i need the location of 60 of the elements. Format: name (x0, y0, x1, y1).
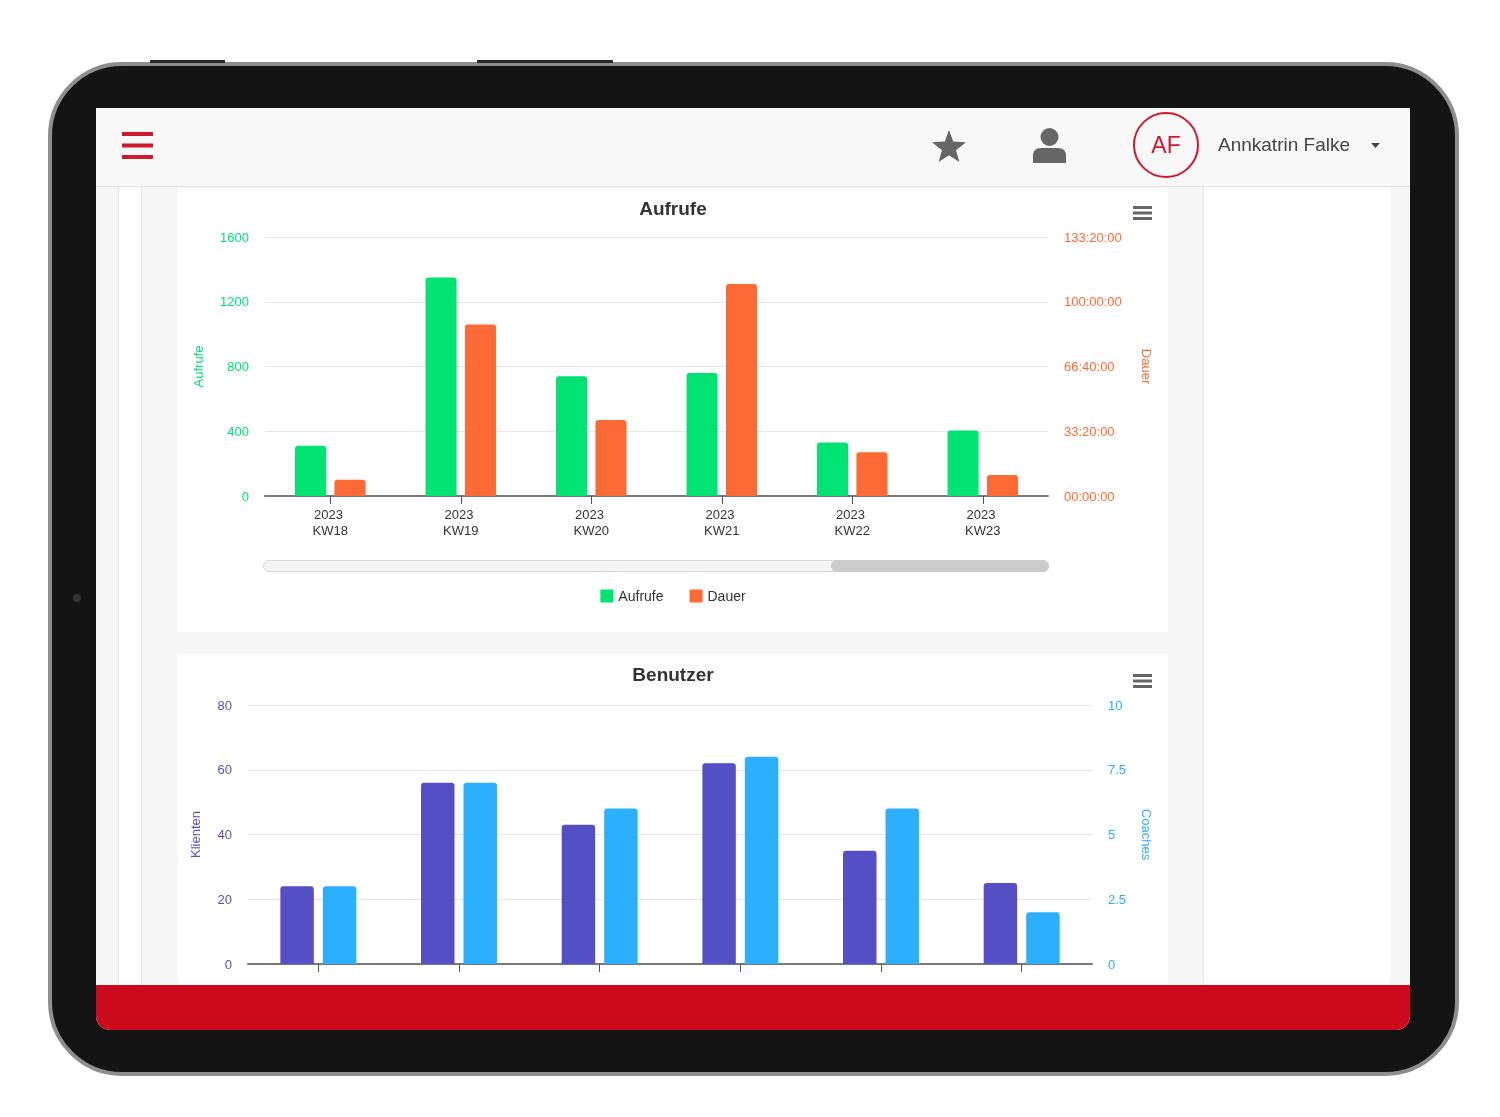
bar (947, 430, 979, 496)
y-tick-label: 20 (217, 891, 232, 907)
y2-tick-label: 66:40:00 (1064, 359, 1115, 374)
y-tick-label: 1600 (220, 229, 249, 245)
legend-label: Aufrufe (618, 588, 664, 604)
bar (1026, 912, 1060, 964)
bar (983, 883, 1018, 964)
x-tick-label: 2023 KW19 (443, 506, 479, 538)
bar (561, 824, 596, 964)
y-tick-label: 40 (217, 827, 232, 842)
bar (856, 452, 888, 496)
bar (463, 782, 497, 964)
y-tick-label: 0 (241, 488, 249, 504)
bar (817, 442, 849, 496)
chart-title: Benutzer (632, 664, 715, 685)
y-tick-label: 800 (227, 359, 249, 374)
y-tick-label: 0 (224, 956, 232, 972)
y2-tick-label: 2.5 (1108, 891, 1127, 907)
bar (556, 376, 588, 496)
bar (604, 808, 638, 964)
x-tick-label: 2023 KW21 (704, 506, 740, 538)
avatar-badge: AF (1133, 112, 1199, 178)
y2-tick-label: 10 (1108, 697, 1123, 713)
y2-tick-label: 100:00:00 (1064, 294, 1122, 310)
bar (464, 324, 496, 496)
bar (702, 763, 736, 964)
x-tick-label: 2023 KW20 (573, 506, 609, 538)
y2-axis-title: Coaches (1139, 808, 1154, 861)
bar (295, 445, 327, 496)
bar (322, 886, 357, 964)
x-tick-label: 2023 KW18 (312, 506, 348, 538)
y2-tick-label: 7.5 (1108, 762, 1127, 778)
x-tick-label: 2023 KW23 (965, 506, 1001, 538)
y2-tick-label: 33:20:00 (1064, 423, 1115, 439)
y2-axis-title: Dauer (1139, 348, 1154, 385)
y2-tick-label: 133:20:00 (1064, 229, 1122, 245)
bar (885, 808, 919, 964)
y-tick-label: 80 (217, 697, 232, 713)
bar (986, 474, 1018, 496)
bar (425, 277, 457, 496)
bar (595, 419, 627, 496)
bar (421, 782, 455, 964)
legend-label: Dauer (707, 588, 746, 604)
y2-tick-label: 00:00:00 (1064, 488, 1115, 504)
chart-title: Aufrufe (639, 198, 707, 219)
x-tick-label: 2023 KW22 (834, 506, 870, 538)
y-axis-title: Aufrufe (191, 345, 206, 388)
y-tick-label: 1200 (220, 294, 249, 310)
bar (725, 283, 757, 496)
y2-tick-label: 0 (1108, 956, 1116, 972)
bar (843, 850, 877, 964)
bar (280, 886, 314, 964)
y-axis-title: Klienten (188, 811, 203, 858)
bar (334, 479, 366, 496)
y-tick-label: 400 (227, 423, 249, 439)
bar (686, 372, 718, 496)
y2-tick-label: 5 (1108, 827, 1116, 842)
bar (744, 756, 779, 964)
text: Annkatrin Falke (1218, 133, 1351, 157)
y-tick-label: 60 (217, 762, 232, 778)
